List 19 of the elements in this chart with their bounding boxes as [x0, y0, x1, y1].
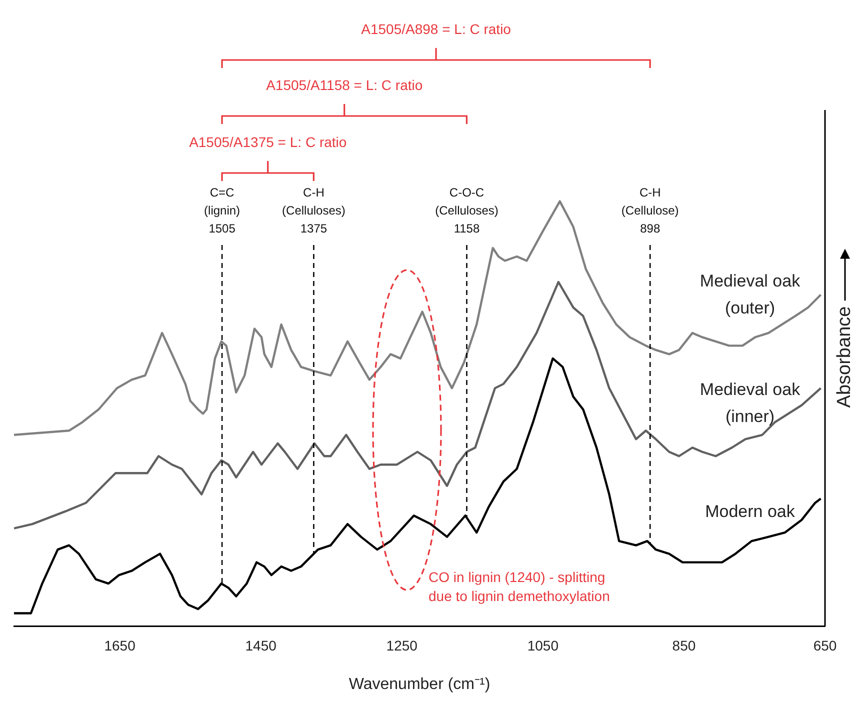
ref-line-label: C-H (Celluloses) 1375 — [282, 185, 346, 236]
y-axis-title: Absorbance — [834, 306, 856, 408]
ref-line-label: C-O-C (Celluloses) 1158 — [435, 185, 498, 236]
ref-line-label: C-H (Cellulose) 898 — [621, 185, 679, 236]
series-label: Medieval oak (outer) — [700, 272, 801, 318]
series-label: Modern oak — [705, 502, 796, 521]
text: A1505/A1375 = L: C ratio — [188, 133, 348, 151]
series-label: Medieval oak (inner) — [700, 380, 801, 426]
annotation: CO in lignin (1240) - splitting due to lignin demethoxylation — [428, 568, 611, 606]
x-tick-label: 650 — [813, 637, 837, 654]
x-axis-title: Wavenumber (cm⁻¹) — [348, 676, 490, 693]
x-tick-label: 1450 — [245, 637, 277, 654]
text: A1505/A898 = L: C ratio — [360, 20, 512, 38]
x-tick-label: 850 — [672, 637, 696, 654]
x-tick-label: 1250 — [386, 637, 418, 654]
text: A1505/A1158 = L: C ratio — [265, 76, 424, 94]
x-tick-label: 1050 — [527, 637, 559, 654]
x-tick-label: 1650 — [104, 637, 136, 654]
ref-line-label: C=C (lignin) 1505 — [204, 185, 240, 236]
